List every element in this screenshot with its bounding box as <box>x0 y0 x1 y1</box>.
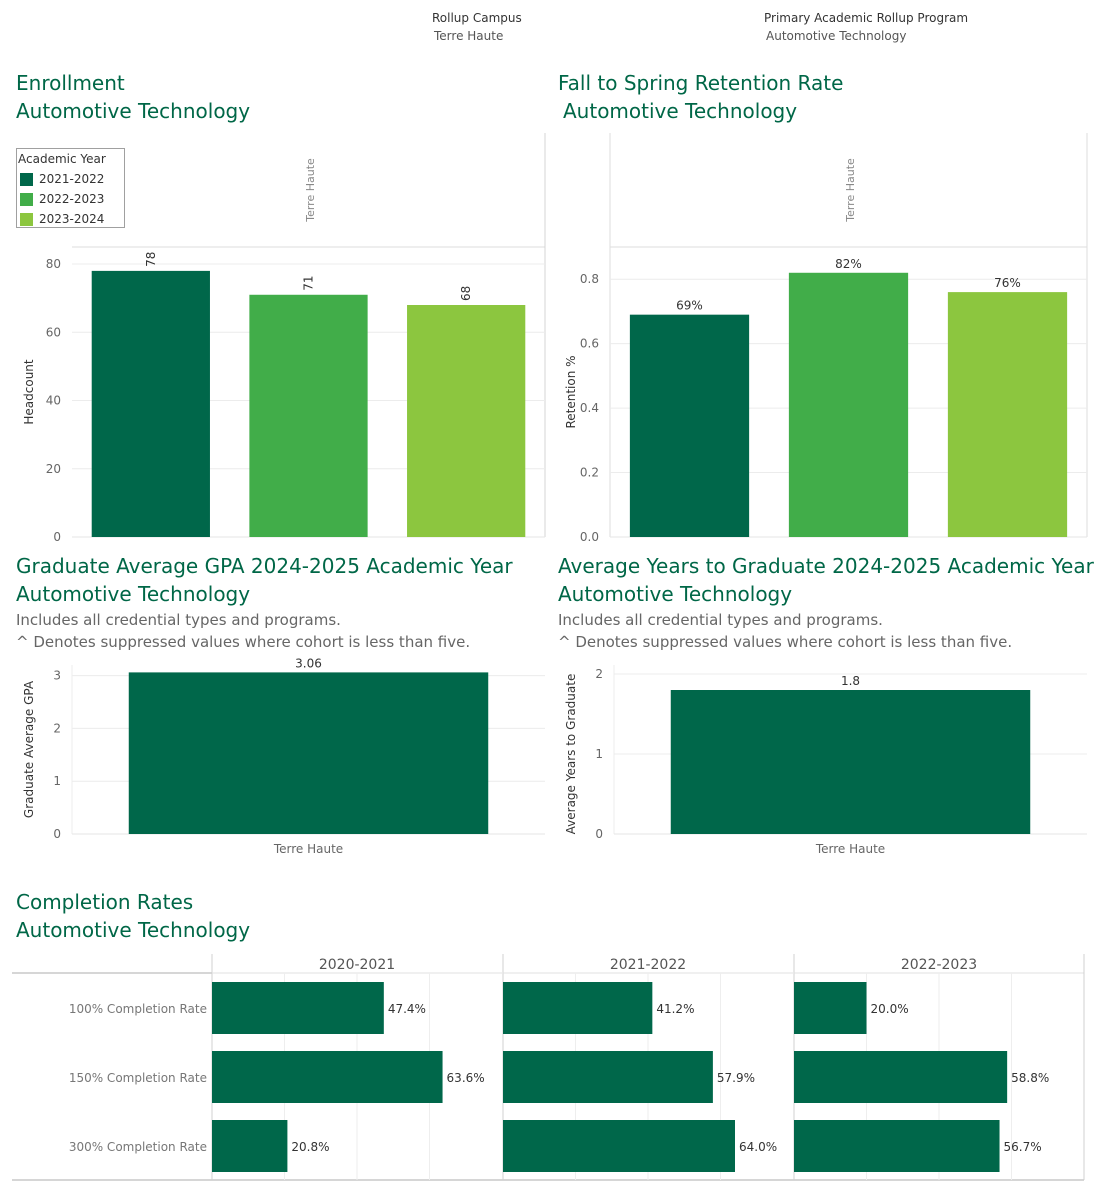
legend-item-label: 2023-2024 <box>39 212 105 226</box>
campus-filter-value[interactable]: Terre Haute <box>434 29 504 43</box>
bar <box>670 690 1031 834</box>
gpa-note-suppressed: ^ Denotes suppressed values where cohort… <box>16 633 471 651</box>
y-tick-label: 2 <box>53 721 61 735</box>
years-subtitle: Automotive Technology <box>558 582 793 606</box>
bar <box>212 1051 443 1103</box>
bar <box>128 672 489 834</box>
y-tick-label: 60 <box>46 325 61 339</box>
years-note-suppressed: ^ Denotes suppressed values where cohort… <box>558 633 1013 651</box>
campus-filter-label: Rollup Campus <box>432 11 522 25</box>
y-tick-label: 80 <box>46 257 61 271</box>
row-label: 100% Completion Rate <box>69 1002 207 1016</box>
y-tick-label: 3 <box>53 669 61 683</box>
completion-subtitle: Automotive Technology <box>16 918 251 942</box>
data-label: 3.06 <box>295 656 322 670</box>
legend-item-2021-2022[interactable]: 2021-2022 <box>17 169 124 189</box>
x-tick-label: Terre Haute <box>273 842 343 856</box>
data-label: 41.2% <box>656 1002 694 1016</box>
y-tick-label: 0.0 <box>580 530 599 544</box>
data-label: 58.8% <box>1011 1071 1049 1085</box>
data-label: 63.6% <box>447 1071 485 1085</box>
x-tick-label: Terre Haute <box>815 842 885 856</box>
y-tick-label: 0.4 <box>580 401 599 415</box>
data-label: 69% <box>676 299 703 313</box>
row-label: 300% Completion Rate <box>69 1140 207 1154</box>
row-label: 150% Completion Rate <box>69 1071 207 1085</box>
y-tick-label: 2 <box>595 667 603 681</box>
bar <box>629 314 750 537</box>
gpa-title: Graduate Average GPA 2024-2025 Academic … <box>16 554 513 578</box>
legend-swatch <box>20 172 33 186</box>
data-label: 71 <box>302 275 316 290</box>
legend-item-label: 2022-2023 <box>39 192 105 206</box>
retention-title: Fall to Spring Retention Rate <box>558 71 844 95</box>
completion-title: Completion Rates <box>16 890 194 914</box>
data-label: 56.7% <box>1004 1140 1042 1154</box>
program-filter-value[interactable]: Automotive Technology <box>766 29 907 43</box>
bar <box>503 982 653 1034</box>
enrollment-subtitle: Automotive Technology <box>16 99 251 123</box>
bar <box>503 1120 735 1172</box>
gpa-note-credential: Includes all credential types and progra… <box>16 611 341 629</box>
data-label: 68 <box>459 286 473 301</box>
data-label: 64.0% <box>739 1140 777 1154</box>
bar <box>407 305 526 537</box>
data-label: 57.9% <box>717 1071 755 1085</box>
y-tick-label: 40 <box>46 394 61 408</box>
panel-campus-label: Terre Haute <box>844 158 857 223</box>
academic-year-legend[interactable]: Academic Year 2021-2022 2022-2023 2023-2… <box>16 148 125 228</box>
y-tick-label: 0.6 <box>580 337 599 351</box>
data-label: 1.8 <box>841 674 860 688</box>
data-label: 82% <box>835 257 862 271</box>
panel-campus-label: Terre Haute <box>304 158 317 223</box>
legend-swatch <box>20 192 33 206</box>
column-header: 2021-2022 <box>610 957 686 973</box>
bar <box>947 292 1068 537</box>
legend-item-2022-2023[interactable]: 2022-2023 <box>17 189 124 209</box>
gpa-subtitle: Automotive Technology <box>16 582 251 606</box>
bar <box>503 1051 713 1103</box>
legend-title: Academic Year <box>18 152 106 166</box>
y-tick-label: 20 <box>46 462 61 476</box>
data-label: 47.4% <box>388 1002 426 1016</box>
y-tick-label: 0 <box>53 827 61 841</box>
y-tick-label: 0 <box>595 827 603 841</box>
y-axis-label: Retention % <box>564 355 578 428</box>
bar <box>794 1120 1000 1172</box>
y-axis-label: Average Years to Graduate <box>564 674 578 835</box>
data-label: 78 <box>144 252 158 267</box>
y-tick-label: 1 <box>53 774 61 788</box>
legend-item-2023-2024[interactable]: 2023-2024 <box>17 209 124 229</box>
bar <box>788 272 909 537</box>
bar <box>794 1051 1008 1103</box>
y-tick-label: 0.2 <box>580 466 599 480</box>
years-note-credential: Includes all credential types and progra… <box>558 611 883 629</box>
years-title: Average Years to Graduate 2024-2025 Acad… <box>558 554 1094 578</box>
column-header: 2022-2023 <box>901 957 977 973</box>
bar <box>249 294 368 537</box>
enrollment-title: Enrollment <box>16 71 125 95</box>
y-axis-label: Headcount <box>22 359 36 425</box>
data-label: 20.0% <box>871 1002 909 1016</box>
y-axis-label: Graduate Average GPA <box>22 680 36 818</box>
retention-subtitle: Automotive Technology <box>563 99 798 123</box>
y-tick-label: 0 <box>53 530 61 544</box>
column-header: 2020-2021 <box>319 957 395 973</box>
bar <box>212 982 384 1034</box>
bar <box>794 982 867 1034</box>
legend-item-label: 2021-2022 <box>39 172 105 186</box>
program-filter-label: Primary Academic Rollup Program <box>764 11 969 25</box>
legend-swatch <box>20 212 33 226</box>
bar <box>91 270 210 537</box>
bar <box>212 1120 288 1172</box>
y-tick-label: 1 <box>595 747 603 761</box>
data-label: 20.8% <box>291 1140 329 1154</box>
data-label: 76% <box>994 276 1021 290</box>
y-tick-label: 0.8 <box>580 272 599 286</box>
